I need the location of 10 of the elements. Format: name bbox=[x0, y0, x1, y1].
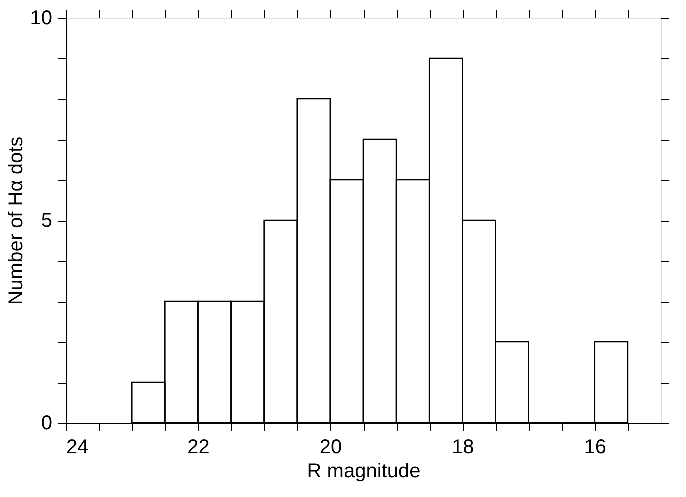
y-axis-title: Number of Hα dots bbox=[5, 136, 28, 306]
x-tick-label: 20 bbox=[320, 436, 342, 458]
x-tick-label: 18 bbox=[452, 436, 474, 458]
x-tick-label: 16 bbox=[584, 436, 607, 458]
y-tick-label: 0 bbox=[41, 412, 52, 434]
x-axis-title: R magnitude bbox=[307, 460, 421, 482]
y-tick-label: 10 bbox=[30, 8, 52, 30]
x-tick-label: 24 bbox=[66, 436, 89, 458]
x-tick-label: 22 bbox=[188, 436, 210, 458]
y-tick-label: 5 bbox=[41, 210, 52, 232]
